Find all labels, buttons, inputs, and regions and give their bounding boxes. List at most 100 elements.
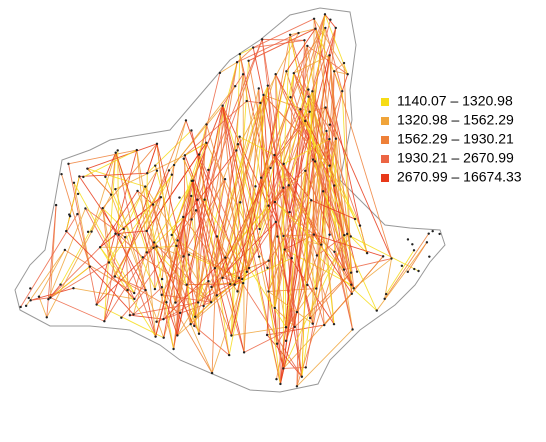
flow-line [124,237,131,316]
node [241,281,245,285]
node [284,326,288,329]
flow-line [102,208,116,277]
flow-line [274,111,311,203]
flow-line [46,194,112,318]
flow-line [234,85,269,285]
flow-line [114,189,146,291]
node [383,297,386,301]
node [413,267,416,271]
flow-line [234,177,262,285]
flow-line [206,124,250,269]
node [345,232,349,236]
node [182,157,185,160]
flow-line [353,258,392,289]
flow-line [274,235,284,309]
node [63,248,67,252]
legend-label: 1320.98 – 1562.29 [397,112,514,128]
node [282,234,285,238]
node [247,266,251,270]
node [122,227,125,231]
flow-line [268,249,286,292]
node [84,207,87,210]
flow-line [196,39,263,200]
flow-line [296,55,330,387]
node [307,88,310,91]
flow-line [118,234,144,258]
node [88,265,92,268]
node [406,238,410,241]
node [227,353,231,357]
node [210,371,214,375]
node [215,235,219,238]
flow-line [325,107,392,259]
node [431,229,434,233]
node [126,288,129,292]
flow-line [211,205,269,374]
flow-line [102,207,125,230]
flow-line [313,18,361,226]
node [287,184,290,187]
node [269,166,272,170]
node [153,287,157,291]
node [400,264,404,268]
node [194,209,198,212]
flow-line [73,182,91,267]
flow-line [87,143,158,170]
node [257,255,261,258]
flow-line [275,74,281,384]
node [160,277,164,281]
flow-line [285,244,322,341]
flow-line [268,96,309,292]
node [29,287,32,290]
node [193,324,196,328]
node [334,137,338,140]
flow-line [182,216,192,325]
node [174,301,177,304]
flow-line [144,186,175,350]
flow-line [89,266,134,315]
node [132,313,135,316]
node [152,246,155,249]
node [24,304,28,308]
flow-line [99,246,135,294]
flow-line [204,39,263,200]
flow-line [301,91,313,377]
node [155,320,158,323]
node [68,214,72,218]
flow-line [267,85,278,237]
node [365,251,369,255]
legend-label: 2670.99 – 16674.33 [397,169,522,185]
flow-line [253,18,315,48]
node [162,317,165,321]
flow-line [334,70,348,75]
node [273,153,276,157]
flow-line [236,32,299,63]
node [260,38,264,41]
flow-line [133,120,187,315]
flow-line [156,143,176,303]
node [114,232,117,235]
flow-line [329,55,345,270]
node [349,271,353,274]
node [172,347,175,351]
node [160,293,163,297]
node [417,269,420,273]
node [350,292,354,295]
node [221,276,224,280]
node [144,288,147,292]
flow-line [243,326,295,353]
node [304,169,307,172]
flow-line [309,234,331,319]
node [288,210,291,214]
node [114,187,117,191]
node [19,305,22,309]
flow-line [115,152,178,336]
node [308,110,311,114]
node [333,250,336,253]
flow-line [303,40,309,90]
node [315,287,318,290]
flow-line [146,216,184,253]
flow-line [329,90,343,125]
flow-line [293,72,337,139]
node [49,296,52,299]
